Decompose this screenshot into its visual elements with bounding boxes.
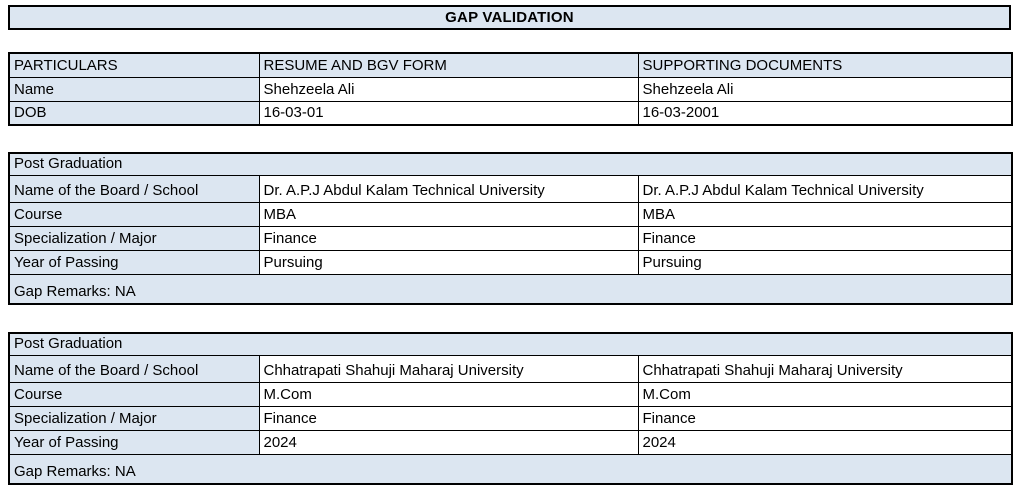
row-label-year-of-passing: Year of Passing — [8, 249, 260, 275]
section-title: Post Graduation — [8, 332, 1013, 356]
year-of-passing-supporting-value: Pursuing — [637, 249, 1013, 275]
dob-supporting-value: 16-03-2001 — [637, 100, 1013, 126]
section-header-row: Post Graduation — [8, 152, 1013, 176]
section-title: Post Graduation — [8, 152, 1013, 176]
table-row-specialization: Specialization / Major Finance Finance — [8, 405, 1013, 431]
row-label-specialization: Specialization / Major — [8, 225, 260, 251]
year-of-passing-resume-value: 2024 — [258, 429, 639, 455]
board-school-supporting-value: Dr. A.P.J Abdul Kalam Technical Universi… — [637, 174, 1013, 203]
column-header-supporting-docs: SUPPORTING DOCUMENTS — [637, 52, 1013, 78]
course-supporting-value: MBA — [637, 201, 1013, 227]
table-row-board-school: Name of the Board / School Chhatrapati S… — [8, 354, 1013, 383]
table-row-course: Course M.Com M.Com — [8, 381, 1013, 407]
row-label-board-school: Name of the Board / School — [8, 174, 260, 203]
row-label-course: Course — [8, 201, 260, 227]
column-header-resume-bgv: RESUME AND BGV FORM — [258, 52, 639, 78]
row-label-dob: DOB — [8, 100, 260, 126]
table-row-year-of-passing: Year of Passing 2024 2024 — [8, 429, 1013, 455]
table-row-name: Name Shehzeela Ali Shehzeela Ali — [8, 76, 1013, 102]
course-supporting-value: M.Com — [637, 381, 1013, 407]
board-school-resume-value: Chhatrapati Shahuji Maharaj University — [258, 354, 639, 383]
gap-remarks-row: Gap Remarks: NA — [8, 453, 1013, 485]
board-school-supporting-value: Chhatrapati Shahuji Maharaj University — [637, 354, 1013, 383]
course-resume-value: MBA — [258, 201, 639, 227]
row-label-specialization: Specialization / Major — [8, 405, 260, 431]
name-resume-value: Shehzeela Ali — [258, 76, 639, 102]
dob-resume-value: 16-03-01 — [258, 100, 639, 126]
table-row-year-of-passing: Year of Passing Pursuing Pursuing — [8, 249, 1013, 275]
table-row-specialization: Specialization / Major Finance Finance — [8, 225, 1013, 251]
personal-info-table: PARTICULARS RESUME AND BGV FORM SUPPORTI… — [8, 52, 1013, 126]
specialization-resume-value: Finance — [258, 405, 639, 431]
specialization-supporting-value: Finance — [637, 225, 1013, 251]
row-label-name: Name — [8, 76, 260, 102]
post-graduation-table-1: Post Graduation Name of the Board / Scho… — [8, 152, 1013, 305]
column-header-particulars: PARTICULARS — [8, 52, 260, 78]
board-school-resume-value: Dr. A.P.J Abdul Kalam Technical Universi… — [258, 174, 639, 203]
table-row-board-school: Name of the Board / School Dr. A.P.J Abd… — [8, 174, 1013, 203]
gap-remarks-row: Gap Remarks: NA — [8, 273, 1013, 305]
specialization-resume-value: Finance — [258, 225, 639, 251]
row-label-year-of-passing: Year of Passing — [8, 429, 260, 455]
row-label-course: Course — [8, 381, 260, 407]
table-header-row: PARTICULARS RESUME AND BGV FORM SUPPORTI… — [8, 52, 1013, 78]
post-graduation-table-2: Post Graduation Name of the Board / Scho… — [8, 332, 1013, 485]
table-row-dob: DOB 16-03-01 16-03-2001 — [8, 100, 1013, 126]
section-header-row: Post Graduation — [8, 332, 1013, 356]
page-title: GAP VALIDATION — [8, 5, 1011, 30]
course-resume-value: M.Com — [258, 381, 639, 407]
specialization-supporting-value: Finance — [637, 405, 1013, 431]
table-row-course: Course MBA MBA — [8, 201, 1013, 227]
gap-remarks: Gap Remarks: NA — [8, 453, 1013, 485]
year-of-passing-supporting-value: 2024 — [637, 429, 1013, 455]
name-supporting-value: Shehzeela Ali — [637, 76, 1013, 102]
year-of-passing-resume-value: Pursuing — [258, 249, 639, 275]
row-label-board-school: Name of the Board / School — [8, 354, 260, 383]
gap-remarks: Gap Remarks: NA — [8, 273, 1013, 305]
